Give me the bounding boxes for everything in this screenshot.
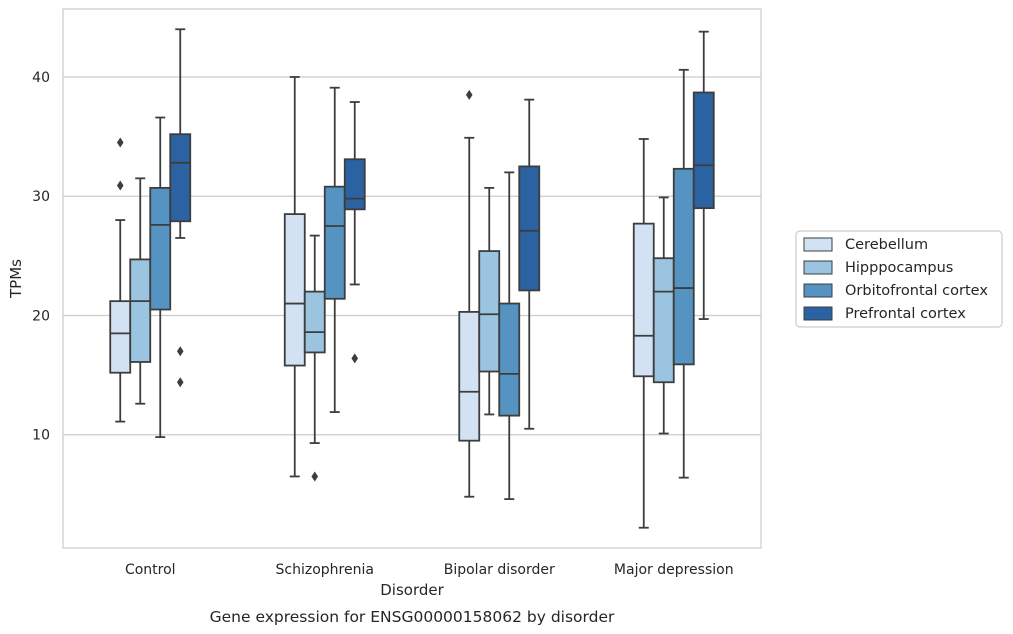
legend-swatch <box>803 283 833 298</box>
outlier-marker <box>351 353 359 364</box>
iqr-box <box>692 91 715 210</box>
outlier-marker <box>116 180 124 191</box>
outlier-marker <box>465 89 473 100</box>
box-1-0 <box>129 177 152 405</box>
iqr-box <box>283 213 306 367</box>
box-1-2 <box>478 186 501 416</box>
iqr-box <box>478 250 501 373</box>
legend-label: Hipppocampus <box>845 260 953 276</box>
box-0-2 <box>458 89 481 498</box>
x-tick-label: Schizophrenia <box>276 562 374 578</box>
y-tick-label: 40 <box>32 70 50 86</box>
box-0-3 <box>632 138 655 529</box>
iqr-box <box>458 310 481 442</box>
chart-caption: Gene expression for ENSG00000158062 by d… <box>210 608 615 626</box>
legend-swatch <box>803 260 833 275</box>
legend-label: Orbitofrontal cortex <box>845 283 988 299</box>
box-3-3 <box>692 30 715 320</box>
outlier-marker <box>176 377 184 388</box>
x-axis-title: Disorder <box>380 581 444 599</box>
legend-frame <box>795 230 1003 328</box>
outlier-marker <box>176 346 184 357</box>
x-axis-ticks: Control Schizophrenia Bipolar disorder Majo… <box>125 562 734 578</box>
iqr-box <box>518 165 541 292</box>
iqr-box <box>303 290 326 354</box>
x-tick-label: Bipolar disorder <box>444 562 555 578</box>
plot-frame <box>62 8 762 549</box>
box-0-1 <box>283 76 306 478</box>
box-2-0 <box>149 116 172 438</box>
iqr-box <box>672 167 695 366</box>
legend-swatch <box>803 237 833 252</box>
outlier-marker <box>311 471 319 482</box>
legend: Cerebellum Hipppocampus Orbitofrontal cort… <box>795 230 1003 328</box>
y-tick-label: 10 <box>32 428 50 444</box>
box-2-2 <box>498 171 521 501</box>
iqr-box <box>129 258 152 363</box>
iqr-box <box>109 300 132 374</box>
legend-swatch <box>803 306 833 321</box>
box-plot-series <box>109 28 715 529</box>
box-3-1 <box>343 101 366 364</box>
iqr-box <box>149 186 172 311</box>
legend-label: Prefrontal cortex <box>845 306 966 322</box>
iqr-box <box>169 133 192 223</box>
iqr-box <box>498 302 521 417</box>
box-1-3 <box>652 196 675 435</box>
box-2-3 <box>672 68 695 479</box>
box-1-1 <box>303 234 326 482</box>
box-3-2 <box>518 98 541 430</box>
y-tick-label: 30 <box>32 189 50 205</box>
legend-label: Cerebellum <box>845 237 928 253</box>
box-0-0 <box>109 137 132 423</box>
iqr-box <box>652 257 675 384</box>
iqr-box <box>343 158 366 211</box>
iqr-box <box>632 222 655 378</box>
y-tick-label: 20 <box>32 308 50 324</box>
outlier-marker <box>116 137 124 148</box>
box-2-1 <box>323 86 346 413</box>
y-axis-ticks: 10 20 30 40 <box>32 70 50 444</box>
x-tick-label: Major depression <box>614 562 734 578</box>
x-tick-label: Control <box>125 562 176 578</box>
y-axis-title: TPMs <box>7 259 25 299</box>
iqr-box <box>323 185 346 300</box>
box-3-0 <box>169 28 192 388</box>
